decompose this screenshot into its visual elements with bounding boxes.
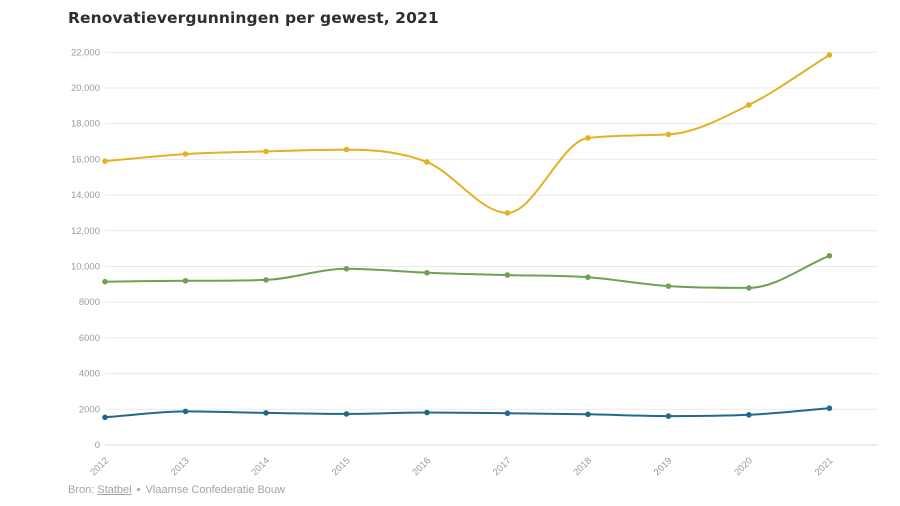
green-line-point[interactable] bbox=[182, 277, 189, 284]
green-line-point[interactable] bbox=[343, 266, 350, 272]
source-secondary: Vlaamse Confederatie Bouw bbox=[145, 484, 285, 496]
y-axis-tick-label: 2000 bbox=[79, 404, 100, 415]
yellow-line-point[interactable] bbox=[102, 158, 108, 164]
green-line-point[interactable] bbox=[826, 252, 833, 259]
y-axis-tick-label: 10,000 bbox=[71, 262, 100, 273]
x-axis-tick-label: 2016 bbox=[410, 455, 433, 478]
blue-line-point[interactable] bbox=[343, 411, 350, 417]
green-line-point[interactable] bbox=[746, 285, 752, 291]
yellow-line-point[interactable] bbox=[343, 146, 350, 153]
x-axis-tick-label: 2018 bbox=[571, 455, 594, 478]
green-line-point[interactable] bbox=[263, 277, 269, 283]
green-line-point[interactable] bbox=[424, 269, 430, 276]
blue-line-point[interactable] bbox=[182, 408, 189, 415]
blue-line-point[interactable] bbox=[585, 411, 591, 418]
y-axis-tick-label: 0 bbox=[95, 440, 100, 451]
x-axis-tick-label: 2020 bbox=[732, 455, 755, 478]
y-axis-tick-label: 12,000 bbox=[71, 226, 100, 237]
x-axis-tick-label: 2017 bbox=[491, 455, 514, 478]
x-axis-tick-label: 2014 bbox=[249, 455, 272, 478]
green-line-point[interactable] bbox=[585, 274, 591, 281]
yellow-line-point[interactable] bbox=[585, 135, 591, 141]
blue-line-point[interactable] bbox=[263, 410, 269, 416]
green-line-point[interactable] bbox=[504, 272, 511, 278]
x-axis-tick-label: 2021 bbox=[813, 455, 836, 478]
source-line: Bron: Statbel • Vlaamse Confederatie Bou… bbox=[68, 484, 285, 496]
yellow-line bbox=[104, 54, 831, 214]
y-axis-tick-label: 22,000 bbox=[71, 47, 100, 58]
y-axis-tick-label: 18,000 bbox=[71, 119, 100, 130]
y-axis-tick-label: 6000 bbox=[79, 333, 100, 344]
source-separator: • bbox=[133, 484, 144, 496]
blue-line-point[interactable] bbox=[746, 412, 752, 418]
y-axis-tick-label: 14,000 bbox=[71, 190, 100, 201]
chart-title: Renovatievergunningen per gewest, 2021 bbox=[68, 9, 439, 27]
line-chart: 0 2000 4000 6000 8000 10,000 12,000 14,000 16,00… bbox=[71, 47, 878, 478]
yellow-line-point[interactable] bbox=[182, 151, 189, 157]
source-link-statbel[interactable]: Statbel bbox=[97, 484, 132, 496]
x-axis-tick-label: 2015 bbox=[330, 455, 353, 478]
y-axis-tick-label: 20,000 bbox=[71, 83, 100, 94]
source-prefix: Bron: bbox=[68, 484, 98, 496]
green-line-point[interactable] bbox=[102, 278, 108, 285]
yellow-line-point[interactable] bbox=[665, 131, 672, 138]
yellow-line-point[interactable] bbox=[424, 159, 430, 165]
yellow-line-point[interactable] bbox=[504, 210, 511, 216]
blue-line bbox=[104, 407, 831, 419]
blue-line-point[interactable] bbox=[504, 410, 511, 417]
blue-line-point[interactable] bbox=[102, 414, 108, 421]
yellow-line-point[interactable] bbox=[746, 102, 752, 108]
blue-line-point[interactable] bbox=[665, 413, 672, 419]
y-axis-tick-label: 16,000 bbox=[71, 154, 100, 165]
yellow-line-point[interactable] bbox=[826, 52, 833, 58]
x-axis-tick-label: 2019 bbox=[652, 455, 675, 478]
y-axis-tick-label: 8000 bbox=[79, 297, 100, 308]
green-line bbox=[104, 254, 831, 289]
x-axis-tick-label: 2012 bbox=[88, 455, 111, 478]
blue-line-point[interactable] bbox=[424, 409, 430, 416]
blue-line-point[interactable] bbox=[826, 405, 833, 412]
x-axis-tick-label: 2013 bbox=[169, 455, 192, 478]
green-line-point[interactable] bbox=[665, 283, 672, 289]
y-axis-tick-label: 4000 bbox=[79, 369, 100, 380]
yellow-line-point[interactable] bbox=[263, 148, 269, 155]
